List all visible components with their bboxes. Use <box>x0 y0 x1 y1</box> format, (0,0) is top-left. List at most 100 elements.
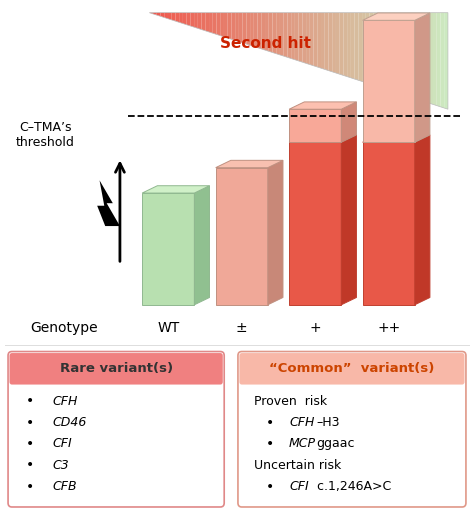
Polygon shape <box>370 13 373 85</box>
FancyBboxPatch shape <box>239 353 465 385</box>
Polygon shape <box>153 13 157 15</box>
Text: CFI: CFI <box>289 480 309 493</box>
Polygon shape <box>343 13 347 77</box>
Text: MCP: MCP <box>289 437 316 451</box>
Polygon shape <box>142 186 210 193</box>
Text: Genotype: Genotype <box>30 321 98 335</box>
Polygon shape <box>415 135 430 305</box>
Polygon shape <box>175 13 179 22</box>
Polygon shape <box>313 13 317 67</box>
Text: ggaac: ggaac <box>317 437 355 451</box>
Polygon shape <box>377 13 381 87</box>
Polygon shape <box>426 13 429 103</box>
Polygon shape <box>157 13 161 16</box>
Text: Uncertain risk: Uncertain risk <box>254 459 341 472</box>
Polygon shape <box>257 13 261 49</box>
Polygon shape <box>332 13 336 73</box>
Polygon shape <box>168 13 172 20</box>
Text: CFH: CFH <box>52 395 78 408</box>
FancyBboxPatch shape <box>9 353 223 385</box>
Text: •: • <box>26 437 34 451</box>
Text: Second hit: Second hit <box>220 36 311 51</box>
Text: •: • <box>26 458 34 472</box>
Polygon shape <box>254 13 257 48</box>
Polygon shape <box>205 13 209 32</box>
Polygon shape <box>363 135 430 142</box>
Polygon shape <box>340 13 343 75</box>
Text: Rare variant(s): Rare variant(s) <box>60 362 173 375</box>
Polygon shape <box>187 13 191 26</box>
Polygon shape <box>269 13 273 52</box>
Text: C–TMA’s
threshold: C–TMA’s threshold <box>16 120 74 149</box>
Polygon shape <box>437 13 440 107</box>
Polygon shape <box>289 142 341 305</box>
Polygon shape <box>400 13 403 94</box>
Polygon shape <box>363 20 415 142</box>
Polygon shape <box>328 13 332 72</box>
Polygon shape <box>172 13 175 21</box>
Polygon shape <box>149 13 153 14</box>
Polygon shape <box>280 13 283 56</box>
Polygon shape <box>440 13 444 108</box>
Text: CFB: CFB <box>52 480 77 493</box>
Text: +: + <box>310 321 321 335</box>
Polygon shape <box>355 13 358 80</box>
Polygon shape <box>306 13 310 65</box>
Polygon shape <box>198 13 201 29</box>
Text: CFI: CFI <box>52 437 72 451</box>
Polygon shape <box>194 186 210 305</box>
Text: •: • <box>265 416 273 430</box>
Polygon shape <box>373 13 377 86</box>
Text: •: • <box>26 480 34 494</box>
Polygon shape <box>363 13 430 20</box>
Polygon shape <box>429 13 433 105</box>
Polygon shape <box>418 13 422 101</box>
Polygon shape <box>289 135 356 142</box>
Polygon shape <box>363 142 415 305</box>
Polygon shape <box>161 13 164 18</box>
Polygon shape <box>224 13 228 38</box>
Polygon shape <box>396 13 400 93</box>
Polygon shape <box>415 13 430 142</box>
Polygon shape <box>191 13 194 27</box>
Text: ++: ++ <box>377 321 401 335</box>
Polygon shape <box>414 13 418 100</box>
Polygon shape <box>183 13 187 25</box>
Polygon shape <box>273 13 276 54</box>
Polygon shape <box>336 13 340 74</box>
Polygon shape <box>220 13 224 37</box>
Polygon shape <box>310 13 313 66</box>
FancyBboxPatch shape <box>8 352 224 507</box>
Polygon shape <box>268 161 283 305</box>
Polygon shape <box>239 13 243 43</box>
Polygon shape <box>276 13 280 55</box>
Polygon shape <box>295 13 299 61</box>
Polygon shape <box>341 102 356 142</box>
Polygon shape <box>291 13 295 60</box>
Polygon shape <box>341 135 356 305</box>
Polygon shape <box>302 13 306 64</box>
Polygon shape <box>283 13 287 57</box>
Polygon shape <box>287 13 291 58</box>
Text: Proven  risk: Proven risk <box>254 395 327 408</box>
Text: CD46: CD46 <box>52 416 87 429</box>
Polygon shape <box>392 13 396 92</box>
Polygon shape <box>366 13 370 84</box>
Polygon shape <box>216 161 283 168</box>
FancyBboxPatch shape <box>238 352 466 507</box>
Polygon shape <box>235 13 239 42</box>
Polygon shape <box>265 13 269 51</box>
Polygon shape <box>142 193 194 305</box>
Polygon shape <box>209 13 213 33</box>
Polygon shape <box>97 180 120 226</box>
Polygon shape <box>216 168 268 305</box>
Polygon shape <box>410 13 414 99</box>
Text: •: • <box>26 416 34 430</box>
Polygon shape <box>381 13 384 89</box>
Text: c.1,246A>C: c.1,246A>C <box>313 480 391 493</box>
Polygon shape <box>347 13 351 78</box>
Polygon shape <box>194 13 198 28</box>
Text: C3: C3 <box>52 459 69 472</box>
Polygon shape <box>243 13 246 44</box>
Polygon shape <box>217 13 220 36</box>
